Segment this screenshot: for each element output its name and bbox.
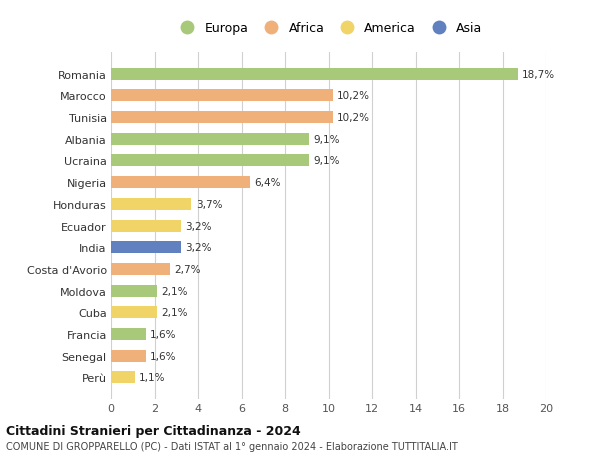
Bar [111, 372, 135, 384]
Text: 10,2%: 10,2% [337, 113, 370, 123]
Text: 3,7%: 3,7% [196, 199, 223, 209]
Text: COMUNE DI GROPPARELLO (PC) - Dati ISTAT al 1° gennaio 2024 - Elaborazione TUTTIT: COMUNE DI GROPPARELLO (PC) - Dati ISTAT … [6, 441, 458, 451]
Bar [111, 307, 157, 319]
Text: 1,1%: 1,1% [139, 373, 166, 383]
Text: Cittadini Stranieri per Cittadinanza - 2024: Cittadini Stranieri per Cittadinanza - 2… [6, 424, 301, 437]
Text: 9,1%: 9,1% [313, 134, 340, 145]
Bar [111, 68, 518, 80]
Bar [111, 263, 170, 275]
Text: 9,1%: 9,1% [313, 156, 340, 166]
Text: 10,2%: 10,2% [337, 91, 370, 101]
Text: 18,7%: 18,7% [522, 69, 555, 79]
Text: 3,2%: 3,2% [185, 243, 211, 253]
Text: 1,6%: 1,6% [150, 329, 176, 339]
Bar [111, 242, 181, 254]
Bar [111, 350, 146, 362]
Bar [111, 198, 191, 210]
Text: 2,7%: 2,7% [174, 264, 200, 274]
Text: 3,2%: 3,2% [185, 221, 211, 231]
Bar [111, 134, 309, 146]
Text: 2,1%: 2,1% [161, 286, 188, 296]
Text: 2,1%: 2,1% [161, 308, 188, 318]
Text: 6,4%: 6,4% [254, 178, 281, 188]
Bar [111, 285, 157, 297]
Bar [111, 90, 333, 102]
Bar [111, 328, 146, 340]
Text: 1,6%: 1,6% [150, 351, 176, 361]
Bar [111, 112, 333, 124]
Bar [111, 177, 250, 189]
Bar [111, 220, 181, 232]
Legend: Europa, Africa, America, Asia: Europa, Africa, America, Asia [170, 17, 487, 40]
Bar [111, 155, 309, 167]
